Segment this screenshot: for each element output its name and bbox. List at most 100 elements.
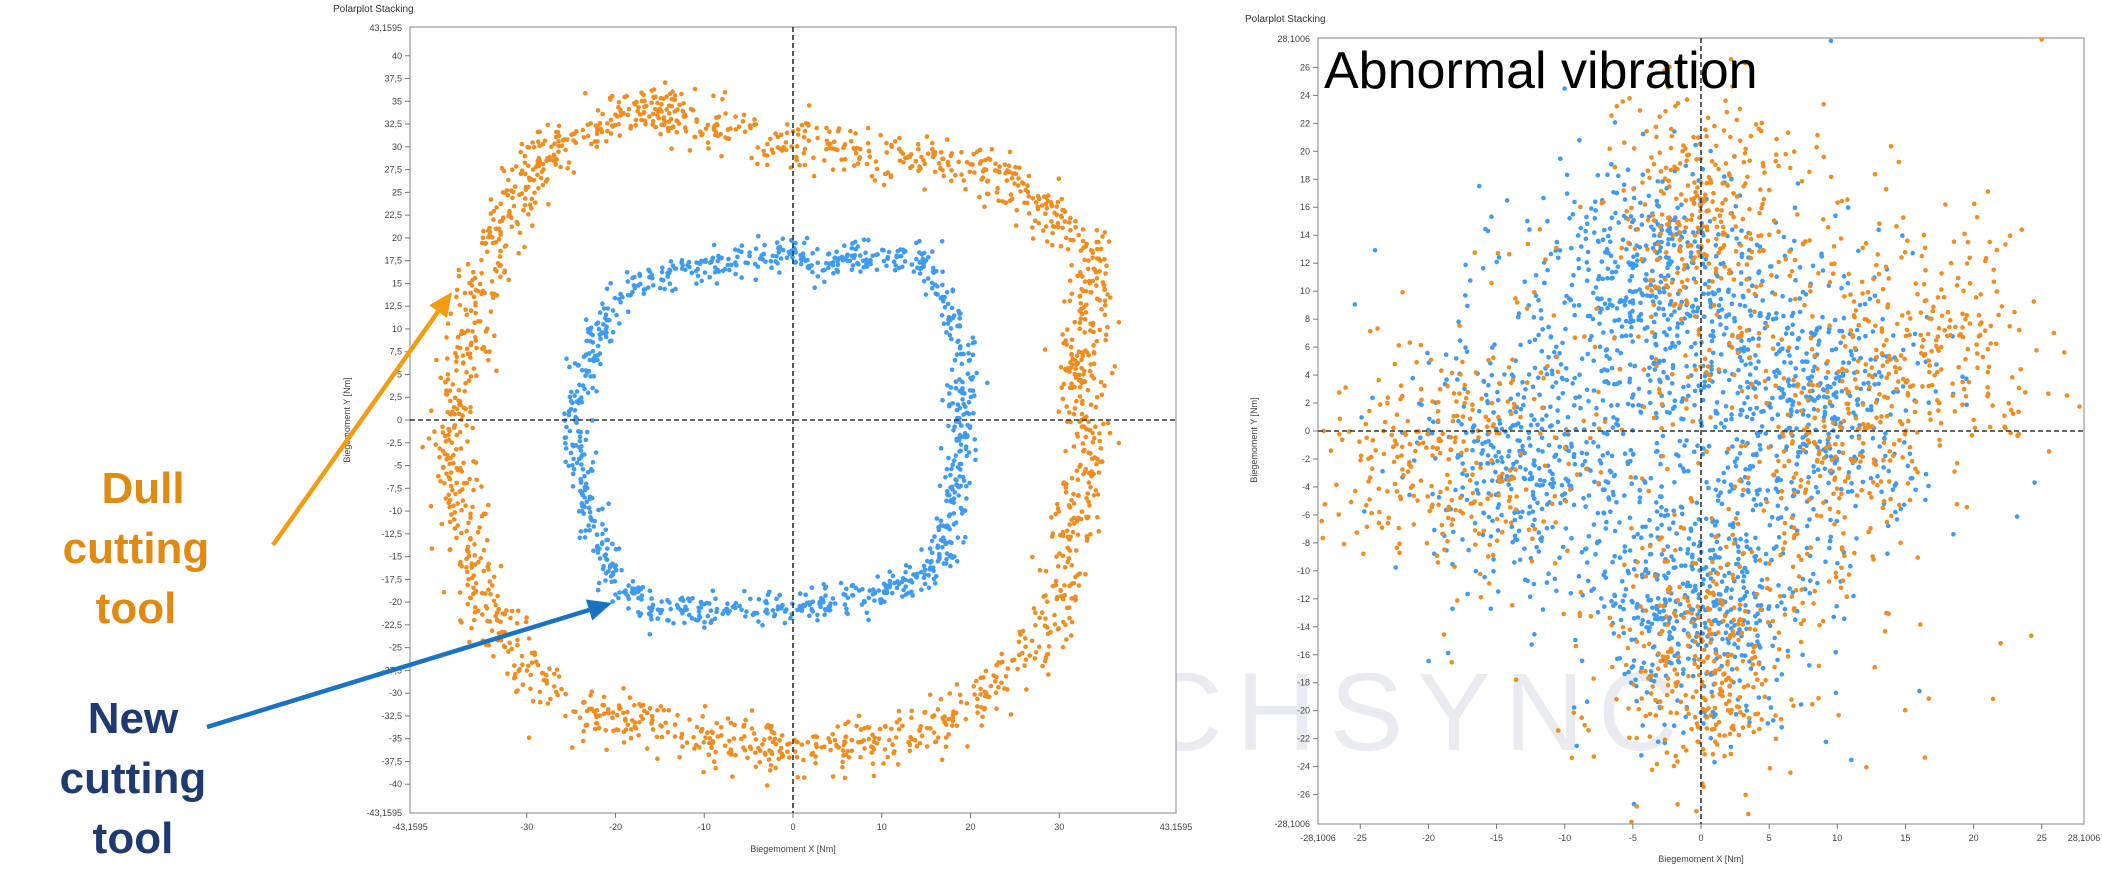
new-tool-point bbox=[1570, 212, 1576, 217]
dull-tool-point bbox=[1062, 219, 1068, 224]
new-tool-point bbox=[1774, 478, 1780, 484]
new-tool-point bbox=[1565, 414, 1571, 420]
dull-tool-point bbox=[1104, 263, 1109, 269]
dull-tool-point bbox=[702, 704, 708, 709]
new-tool-point bbox=[1612, 259, 1618, 265]
new-tool-point bbox=[564, 424, 569, 430]
dull-tool-point bbox=[457, 590, 463, 595]
dull-tool-point bbox=[554, 689, 559, 695]
new-tool-point bbox=[1619, 324, 1625, 329]
new-tool-point bbox=[953, 520, 959, 525]
new-tool-point bbox=[826, 604, 831, 609]
new-tool-point bbox=[1643, 524, 1648, 530]
new-tool-point bbox=[1701, 721, 1706, 726]
new-tool-point bbox=[1635, 615, 1641, 620]
dull-tool-point bbox=[749, 708, 755, 713]
new-tool-point bbox=[960, 397, 965, 402]
dull-tool-point bbox=[1033, 650, 1039, 655]
dull-tool-point bbox=[448, 398, 453, 404]
new-tool-point bbox=[595, 547, 601, 553]
new-tool-point bbox=[1648, 475, 1654, 481]
new-tool-point bbox=[595, 357, 600, 363]
new-tool-point bbox=[1539, 348, 1545, 354]
dull-tool-point bbox=[843, 721, 848, 727]
dull-tool-point bbox=[1710, 199, 1715, 204]
new-tool-point bbox=[1595, 610, 1601, 615]
new-tool-point bbox=[1713, 487, 1719, 493]
dull-tool-point bbox=[1090, 255, 1095, 261]
dull-tool-point bbox=[448, 483, 454, 489]
new-tool-point bbox=[1611, 473, 1617, 479]
new-tool-point bbox=[1618, 350, 1623, 356]
dull-tool-point bbox=[1694, 265, 1699, 271]
dull-tool-point bbox=[1087, 470, 1092, 476]
dull-tool-point bbox=[528, 205, 534, 211]
dull-tool-point bbox=[486, 567, 491, 572]
new-tool-point bbox=[1861, 381, 1866, 386]
new-tool-point bbox=[1767, 522, 1773, 528]
new-tool-point bbox=[769, 265, 774, 271]
new-tool-point bbox=[1650, 268, 1655, 274]
new-tool-point bbox=[755, 264, 761, 270]
new-tool-point bbox=[632, 274, 637, 280]
new-tool-point bbox=[914, 571, 920, 577]
new-tool-point bbox=[1527, 339, 1532, 345]
dull-tool-point bbox=[571, 138, 576, 143]
dull-tool-point bbox=[661, 707, 667, 713]
new-tool-point bbox=[1800, 359, 1805, 364]
dull-tool-point bbox=[761, 148, 766, 154]
new-tool-point bbox=[1671, 508, 1676, 514]
new-tool-point bbox=[1779, 672, 1785, 677]
new-tool-point bbox=[903, 248, 908, 254]
new-tool-point bbox=[1615, 264, 1621, 270]
new-tool-point bbox=[917, 271, 923, 276]
dull-tool-point bbox=[877, 726, 883, 732]
dull-tool-point bbox=[994, 674, 999, 680]
new-tool-point bbox=[1733, 464, 1739, 469]
new-tool-point bbox=[599, 541, 605, 547]
dull-tool-point bbox=[705, 140, 711, 145]
dull-tool-point bbox=[1064, 528, 1070, 534]
new-tool-point bbox=[903, 569, 908, 575]
new-tool-point bbox=[583, 481, 589, 487]
dull-tool-point bbox=[587, 706, 592, 712]
y-top-edge-label: 43,1595 bbox=[369, 23, 402, 33]
dull-tool-point bbox=[703, 735, 708, 740]
new-tool-point bbox=[2032, 480, 2037, 485]
dull-tool-point bbox=[1082, 368, 1087, 374]
dull-tool-point bbox=[644, 746, 650, 751]
dull-tool-point bbox=[464, 569, 470, 575]
dull-tool-point bbox=[612, 122, 618, 128]
new-tool-point bbox=[1664, 374, 1670, 380]
new-tool-point bbox=[1503, 466, 1509, 471]
new-tool-point bbox=[1821, 394, 1827, 400]
dull-tool-point bbox=[1017, 165, 1022, 171]
new-tool-point bbox=[1693, 142, 1698, 148]
new-tool-point bbox=[1627, 299, 1633, 305]
new-tool-point bbox=[844, 586, 849, 592]
new-tool-point bbox=[1662, 513, 1668, 519]
new-tool-point bbox=[1656, 306, 1662, 311]
new-tool-point bbox=[1747, 466, 1752, 472]
dull-tool-point bbox=[527, 177, 532, 183]
dull-tool-point bbox=[986, 191, 991, 197]
dull-tool-point bbox=[707, 736, 713, 741]
new-tool-point bbox=[733, 601, 739, 606]
dull-tool-point bbox=[1085, 387, 1091, 393]
dull-tool-point bbox=[556, 674, 562, 679]
dull-tool-point bbox=[537, 143, 542, 149]
dull-tool-point bbox=[442, 481, 447, 486]
new-tool-point bbox=[1540, 607, 1546, 612]
dull-tool-point bbox=[1661, 191, 1666, 196]
dull-tool-point bbox=[932, 739, 938, 745]
dull-tool-point bbox=[623, 727, 629, 732]
new-tool-point bbox=[1552, 349, 1557, 355]
dull-tool-point bbox=[1022, 663, 1027, 668]
new-tool-point bbox=[815, 246, 820, 252]
dull-tool-point bbox=[946, 163, 951, 168]
new-tool-point bbox=[946, 317, 951, 323]
new-tool-point bbox=[1744, 544, 1750, 549]
dull-tool-point bbox=[507, 210, 512, 215]
new-tool-point bbox=[1834, 518, 1840, 524]
dull-tool-point bbox=[993, 161, 998, 166]
